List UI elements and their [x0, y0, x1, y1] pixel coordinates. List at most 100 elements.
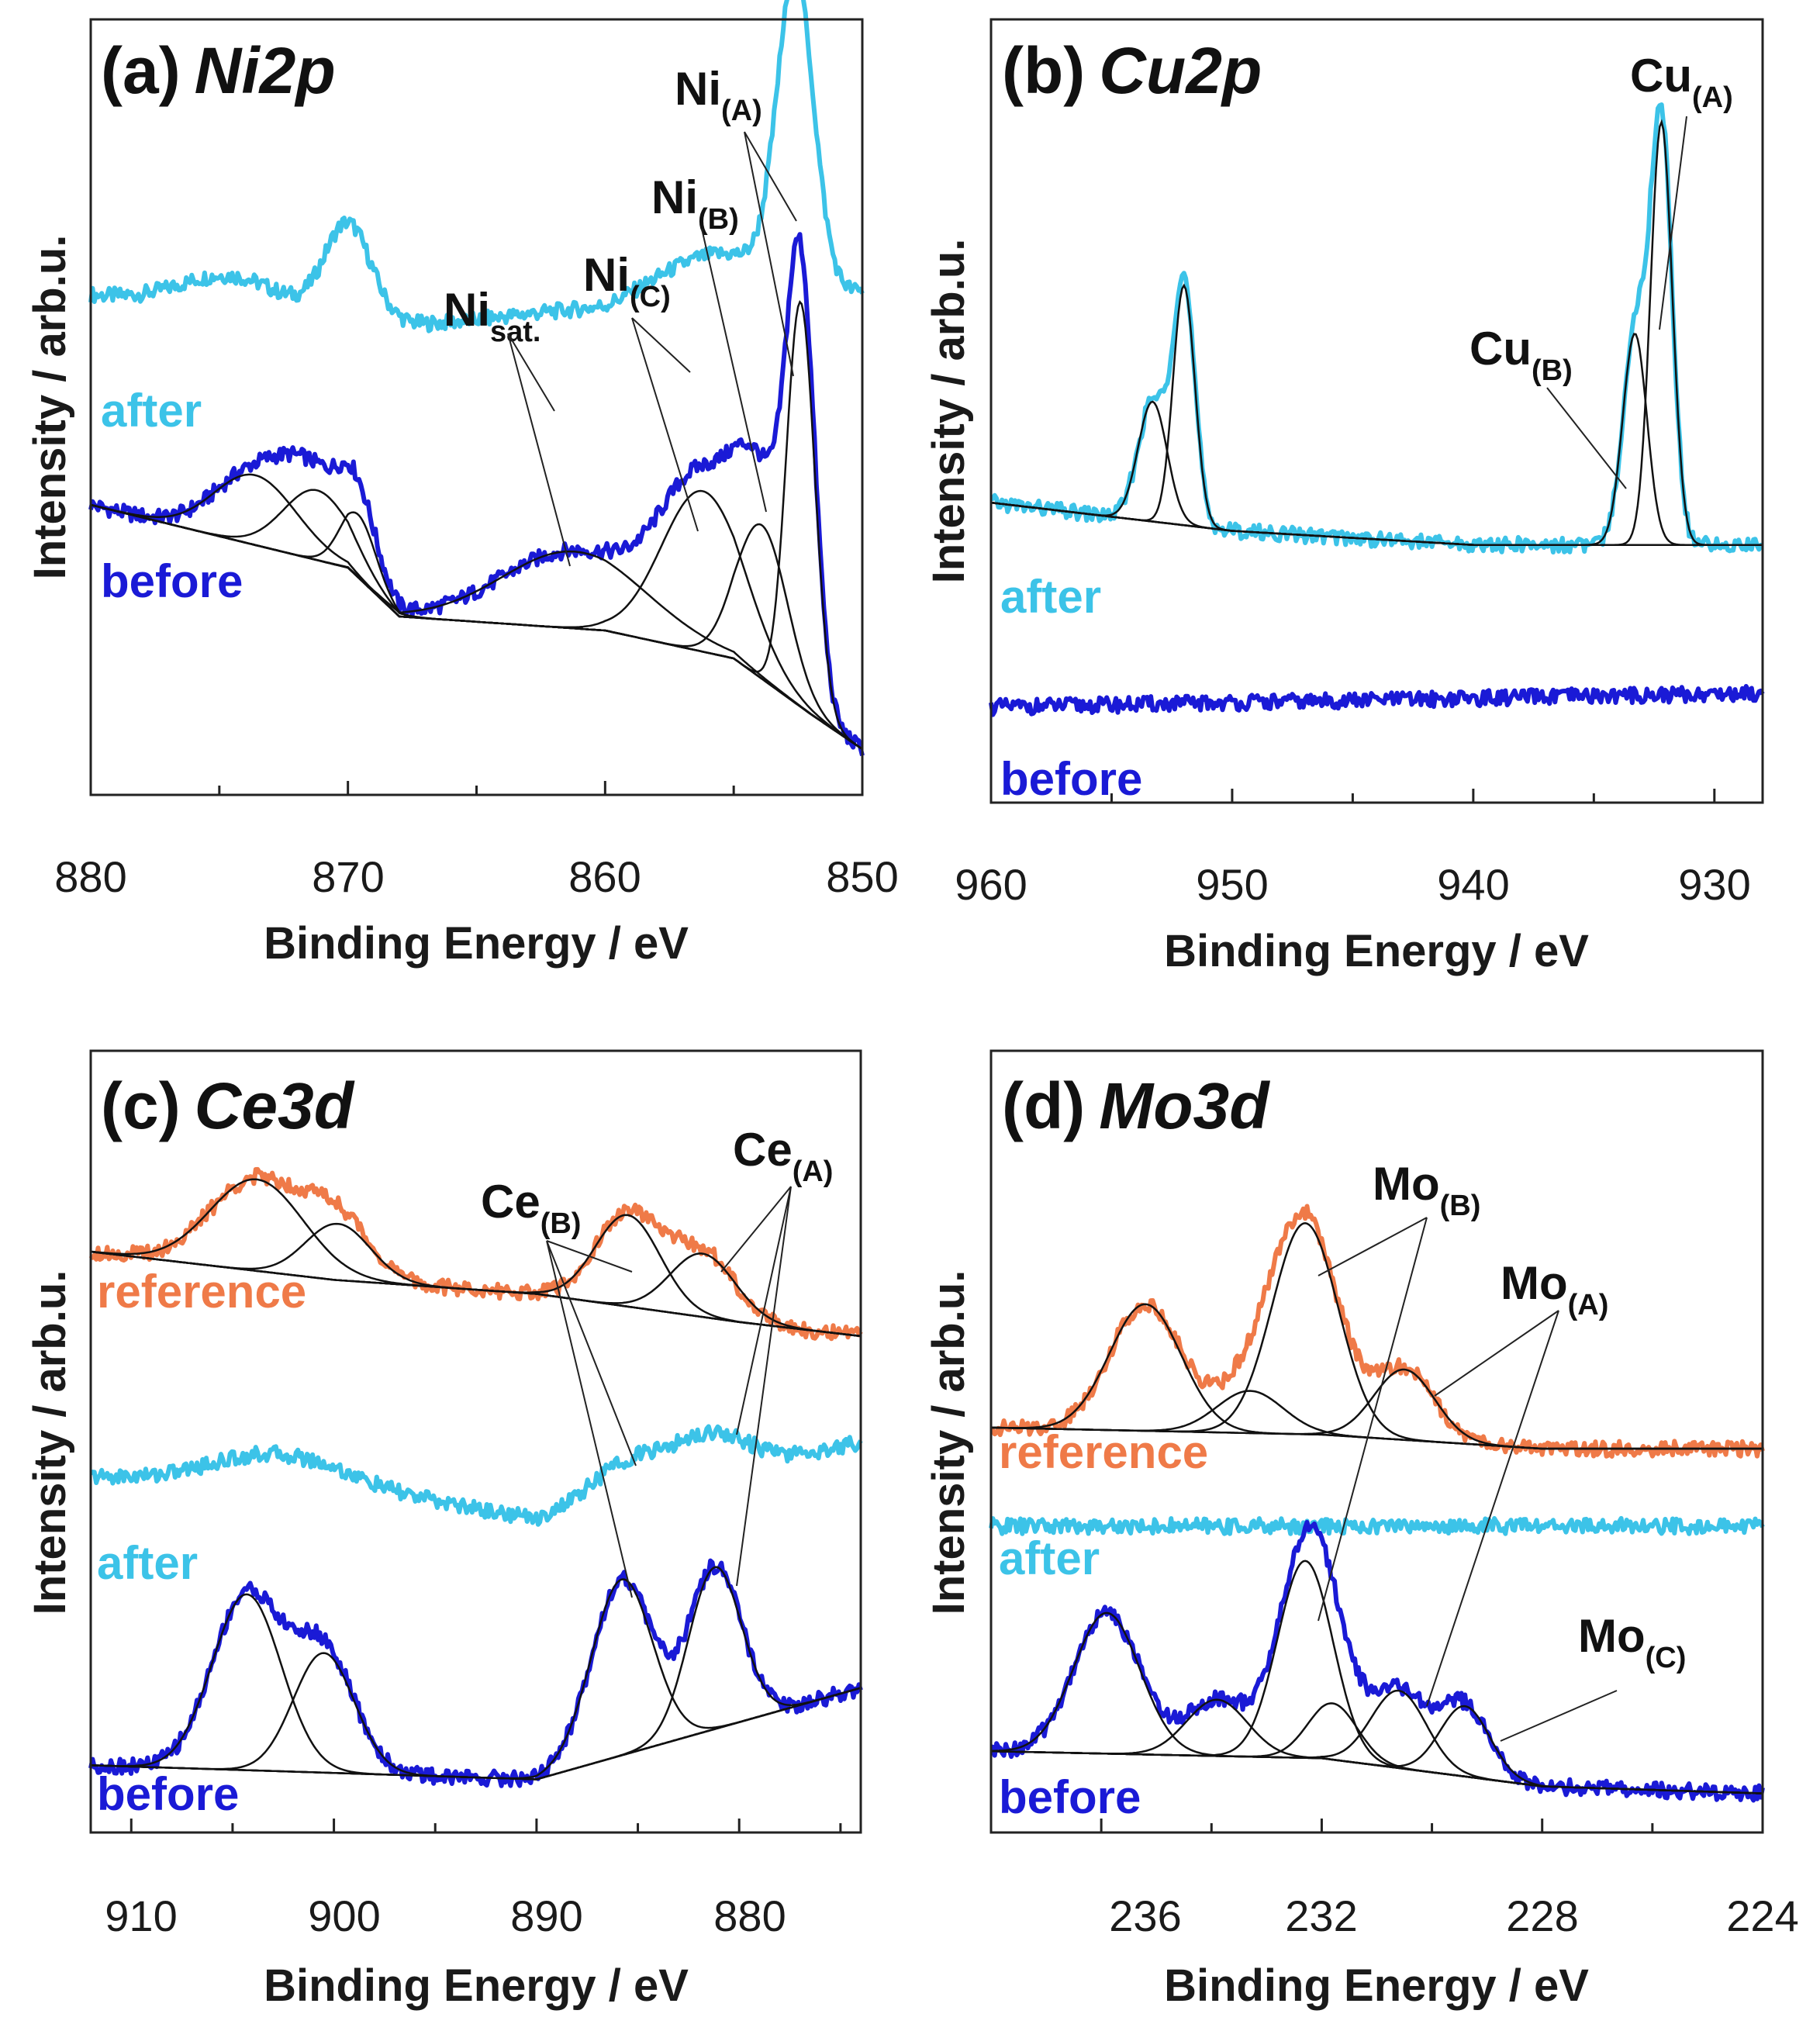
x-tick-label-850: 850	[826, 852, 898, 901]
peak-label-cu-b: Cu(B)	[1469, 323, 1573, 387]
leader-line-mo-a	[1426, 1310, 1559, 1707]
fit-background-before-ce3d	[90, 1687, 862, 1781]
peak-label-mo-c: Mo(C)	[1578, 1610, 1686, 1674]
series-line-after-ce3d	[89, 1424, 863, 1527]
panel-c-ce3d: 910 900 890 880 Binding Energy / eV Inte…	[25, 1049, 863, 2011]
x-ticks-mo3d	[989, 1819, 1764, 1832]
panel-element-ni2p: Ni2p	[195, 34, 336, 107]
leader-line-ce-b	[546, 1240, 637, 1598]
peak-label-mo-a: Mo(A)	[1501, 1257, 1608, 1321]
fit-component-reference-mo3d-3	[991, 1368, 1763, 1450]
x-tick-label-236: 236	[1109, 1891, 1181, 1940]
fit-component-before-ni2p-2	[90, 489, 863, 750]
y-axis-title-ce3d: Intensity / arb.u.	[25, 1270, 75, 1615]
series-label-after-cu2p: after	[1000, 571, 1101, 623]
leader-line-ni-a	[744, 131, 797, 377]
series-label-before-cu2p: before	[1000, 753, 1142, 805]
peak-label-ce-b: Ce(B)	[481, 1176, 581, 1240]
plot-frame-cu2p	[989, 18, 1764, 804]
fit-component-before-mo3d-2	[991, 1560, 1763, 1794]
fit-component-reference-ce3d-3	[90, 1250, 862, 1338]
panel-title-cu2p: (b) Cu2p	[1002, 34, 1262, 107]
leader-line-ni-b	[701, 228, 767, 513]
x-ticks-cu2p	[989, 789, 1716, 803]
fit-component-before-ni2p-6	[90, 473, 863, 751]
series-label-before-ce3d: before	[97, 1768, 239, 1820]
series-line-after-ni2p	[88, 0, 865, 333]
fit-component-after-cu2p-0	[990, 119, 1763, 546]
y-axis-title-cu2p: Intensity / arb.u.	[924, 239, 974, 584]
series-label-reference-mo3d: reference	[999, 1426, 1208, 1478]
panel-tag-d: (d)	[1002, 1069, 1085, 1142]
leader-lines-cu2p	[1546, 116, 1687, 489]
panel-title-mo3d: (d) Mo3d	[1002, 1069, 1270, 1142]
panel-title-ce3d: (c) Ce3d	[101, 1069, 355, 1142]
series-line-before-ni2p	[88, 232, 865, 757]
x-ticks-ce3d	[130, 1819, 842, 1832]
panel-b-cu2p: 960 950 940 930 Binding Energy / eV Inte…	[924, 18, 1765, 976]
leader-line-ce-a	[720, 1186, 792, 1587]
x-tick-label-224: 224	[1726, 1891, 1798, 1940]
leader-line-ni-sat	[507, 333, 571, 567]
peak-label-ce-a: Ce(A)	[733, 1124, 833, 1188]
fit-component-before-ni2p-5	[90, 489, 863, 751]
leader-line-cu-a	[1659, 116, 1687, 330]
x-tick-label-880: 880	[713, 1891, 786, 1940]
plot-area-cu2p	[989, 102, 1765, 717]
y-axis-title-ni2p: Intensity / arb.u.	[25, 235, 75, 580]
fit-component-reference-mo3d-1	[991, 1222, 1763, 1450]
leader-line-ni-c	[631, 317, 699, 532]
series-line-after-cu2p	[990, 102, 1763, 554]
series-label-before-ni2p: before	[101, 555, 243, 607]
leader-line-cu-b	[1546, 387, 1627, 489]
peak-label-ni-a: Ni(A)	[675, 63, 762, 127]
panel-tag-a: (a)	[101, 34, 181, 107]
x-tick-label-960: 960	[955, 860, 1027, 909]
plot-frame-ce3d	[89, 1049, 862, 1834]
plot-area-mo3d	[989, 1204, 1765, 1803]
x-tick-label-950: 950	[1196, 860, 1268, 909]
peak-label-mo-b: Mo(B)	[1373, 1158, 1480, 1222]
fit-component-before-ni2p-0	[90, 300, 863, 751]
x-tick-label-940: 940	[1437, 860, 1509, 909]
panel-element-mo3d: Mo3d	[1099, 1069, 1270, 1142]
peak-label-ni-b: Ni(B)	[651, 171, 739, 236]
panel-element-cu2p: Cu2p	[1099, 34, 1262, 107]
peak-label-cu-a: Cu(A)	[1630, 50, 1733, 114]
x-tick-label-228: 228	[1506, 1891, 1578, 1940]
panel-a-ni2p: 880 870 860 850 Binding Energy / eV Inte…	[25, 0, 899, 969]
x-axis-title-ce3d: Binding Energy / eV	[264, 1960, 689, 2011]
x-ticks-ni2p	[89, 781, 864, 795]
x-tick-label-232: 232	[1285, 1891, 1357, 1940]
plot-area-ni2p	[88, 0, 865, 757]
leader-lines-ni2p	[507, 131, 797, 567]
panel-title-ni2p: (a) Ni2p	[101, 34, 336, 107]
panel-element-ce3d: Ce3d	[195, 1069, 355, 1142]
x-axis-title-ni2p: Binding Energy / eV	[264, 918, 689, 969]
plot-frame-mo3d	[989, 1049, 1764, 1834]
series-label-before-mo3d: before	[999, 1771, 1141, 1823]
series-line-before-ce3d	[88, 1558, 863, 1788]
series-label-reference-ce3d: reference	[97, 1266, 306, 1318]
fit-component-after-cu2p-3	[990, 400, 1763, 546]
leader-line-mo-c	[1500, 1690, 1618, 1742]
x-tick-label-900: 900	[308, 1891, 380, 1940]
x-tick-label-930: 930	[1678, 860, 1750, 909]
fit-component-before-mo3d-5	[991, 1705, 1763, 1794]
peak-label-ni-c: Ni(C)	[583, 249, 671, 313]
series-line-before-cu2p	[989, 684, 1765, 717]
panel-tag-c: (c)	[101, 1069, 181, 1142]
plot-area-ce3d	[88, 1166, 863, 1788]
leader-lines-ce3d	[546, 1186, 792, 1598]
x-tick-label-890: 890	[510, 1891, 582, 1940]
fit-component-before-ni2p-1	[90, 503, 863, 750]
leader-line-mo-b	[1318, 1217, 1428, 1622]
series-label-after-ce3d: after	[97, 1537, 198, 1589]
leader-lines-mo3d	[1318, 1217, 1618, 1742]
x-axis-title-cu2p: Binding Energy / eV	[1164, 926, 1589, 976]
series-label-after-ni2p: after	[101, 385, 202, 437]
panel-tag-b: (b)	[1002, 34, 1085, 107]
x-tick-label-860: 860	[568, 852, 641, 901]
series-label-after-mo3d: after	[999, 1532, 1100, 1584]
